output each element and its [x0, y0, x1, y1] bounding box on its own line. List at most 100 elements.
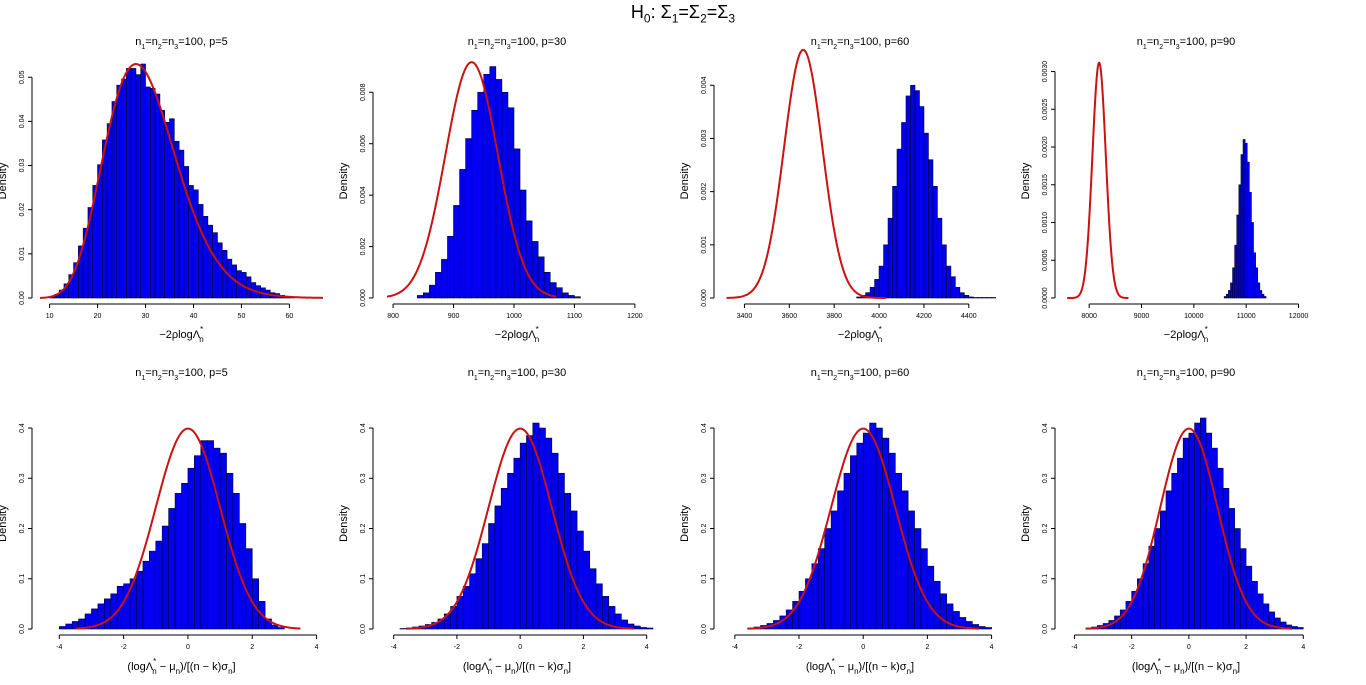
histogram-bar: [538, 427, 546, 630]
x-axis-label-part: )/[(n − k)σ: [1185, 661, 1233, 673]
histogram-bar: [181, 483, 189, 630]
figure-title-sigma-c: =Σ: [706, 2, 729, 22]
histogram-bar: [135, 74, 142, 299]
panel-title-sub: 3: [507, 375, 511, 382]
x-tick-label: -4: [732, 644, 738, 651]
histogram-bar: [937, 217, 943, 299]
histogram-bar: [914, 528, 922, 630]
panel-title-sub: 3: [1176, 44, 1180, 51]
density-curve: [1067, 61, 1129, 299]
histogram-bar: [887, 217, 893, 299]
histogram-bar: [843, 472, 851, 630]
y-tick-label: 0.0015: [1042, 174, 1049, 196]
histogram-bar: [277, 627, 285, 630]
histogram-bar: [513, 457, 521, 630]
x-tick-label: 4: [315, 644, 319, 651]
histogram-bar: [640, 627, 647, 630]
x-axis-label-sub: n: [535, 335, 539, 344]
panel-title-part: =n: [1147, 367, 1160, 379]
panel-title-sub: 3: [174, 375, 178, 382]
y-axis-label: Density: [0, 162, 9, 199]
panel-title-part: =n: [821, 367, 834, 379]
panel-bottom-2: n1=n2=n3=100, p=300.00.10.20.30.4Density…: [338, 367, 654, 676]
panel-title-part: =n: [1163, 367, 1176, 379]
histogram-bar: [219, 452, 227, 630]
density-curve: [1085, 427, 1292, 630]
histogram-bar: [1188, 432, 1195, 630]
x-axis-label-sub: n: [878, 335, 882, 344]
y-tick-label: 0.0: [19, 624, 26, 634]
x-tick-label: 4: [645, 644, 649, 651]
x-tick-label: 2: [925, 644, 929, 651]
y-tick-label: 0.002: [360, 238, 367, 256]
histogram-bar: [1261, 293, 1265, 299]
x-axis-label-main: −2ρlogΛ: [495, 329, 536, 341]
x-tick-label: 4: [1301, 644, 1305, 651]
y-axis-label: Density: [338, 162, 350, 199]
histogram-bar: [1171, 472, 1178, 630]
y-tick-label: 0.0020: [1042, 136, 1049, 158]
histogram-bar: [986, 297, 992, 299]
histogram-bar: [817, 548, 826, 630]
x-tick-label: -2: [454, 644, 460, 651]
histogram-bar: [159, 110, 166, 299]
x-tick-label: 4400: [961, 313, 977, 320]
histogram-bar: [519, 189, 527, 299]
x-tick-label: 4200: [916, 313, 932, 320]
panel-title: n1=n2=n3=100, p=90: [1137, 36, 1236, 51]
x-tick-label: 3400: [737, 313, 753, 320]
panel-title-part: n: [1137, 367, 1143, 379]
x-axis-label-sub: n: [1180, 667, 1184, 676]
histogram-bar: [1211, 447, 1218, 630]
histogram-bar: [920, 548, 928, 630]
histogram-bar: [883, 244, 889, 299]
histogram-bar: [888, 452, 896, 630]
y-tick-label: 0.4: [701, 423, 708, 433]
x-axis-label: −2ρlogΛ* n: [159, 325, 203, 344]
y-tick-label: 0.3: [701, 473, 708, 483]
panel-title-part: n: [468, 36, 474, 48]
x-axis-label-sub: n: [176, 667, 180, 676]
histogram-bar: [221, 250, 228, 299]
histogram-bar: [462, 585, 470, 630]
figure-title-sigma-b: =Σ: [678, 2, 701, 22]
y-tick-label: 0.03: [19, 159, 26, 173]
histogram-bar: [919, 106, 925, 299]
histogram-bar: [959, 292, 965, 299]
histogram-bar: [633, 625, 641, 630]
density-curve: [406, 427, 635, 630]
histogram-bar: [213, 447, 221, 630]
x-tick-label: 2: [581, 644, 585, 651]
panel-bottom-4: n1=n2=n3=100, p=900.00.10.20.30.4Density…: [1020, 367, 1305, 676]
density-curve: [75, 427, 301, 630]
histogram-bar: [1244, 142, 1248, 299]
y-tick-label: 0.001: [701, 236, 708, 254]
histogram-bar: [475, 558, 483, 630]
histogram-bar: [469, 573, 477, 630]
histogram-bar: [459, 169, 466, 299]
figure-title-sub-1: 1: [671, 11, 679, 26]
x-axis-label: (logΛ* n − μn)/[(n − k)σn]: [806, 657, 914, 676]
histogram-bar: [116, 84, 122, 299]
histogram-bar: [1246, 161, 1250, 299]
histogram-bar: [973, 297, 979, 299]
histogram-bar: [910, 84, 916, 299]
y-tick-label: 0.0: [1042, 624, 1049, 634]
histogram-bar: [955, 287, 961, 299]
x-axis-label-part: ]: [1237, 661, 1240, 673]
histogram-bar: [168, 508, 176, 630]
histogram-bar: [576, 530, 584, 630]
histogram-bar: [946, 265, 952, 299]
panel-title-part: =100, p=30: [511, 36, 567, 48]
x-axis-label-sub: n: [199, 335, 203, 344]
panel-title-part: n: [135, 36, 141, 48]
y-axis-label: Density: [679, 162, 691, 199]
histogram-bar: [1242, 139, 1246, 299]
x-tick-label: 2: [1244, 644, 1248, 651]
histogram-bar: [217, 242, 223, 299]
histogram-bar: [545, 437, 553, 630]
histogram-bar: [164, 121, 170, 299]
y-tick-label: 0.00: [19, 291, 26, 305]
x-tick-label: 1000: [506, 313, 522, 320]
x-tick-label: 9000: [1134, 313, 1150, 320]
